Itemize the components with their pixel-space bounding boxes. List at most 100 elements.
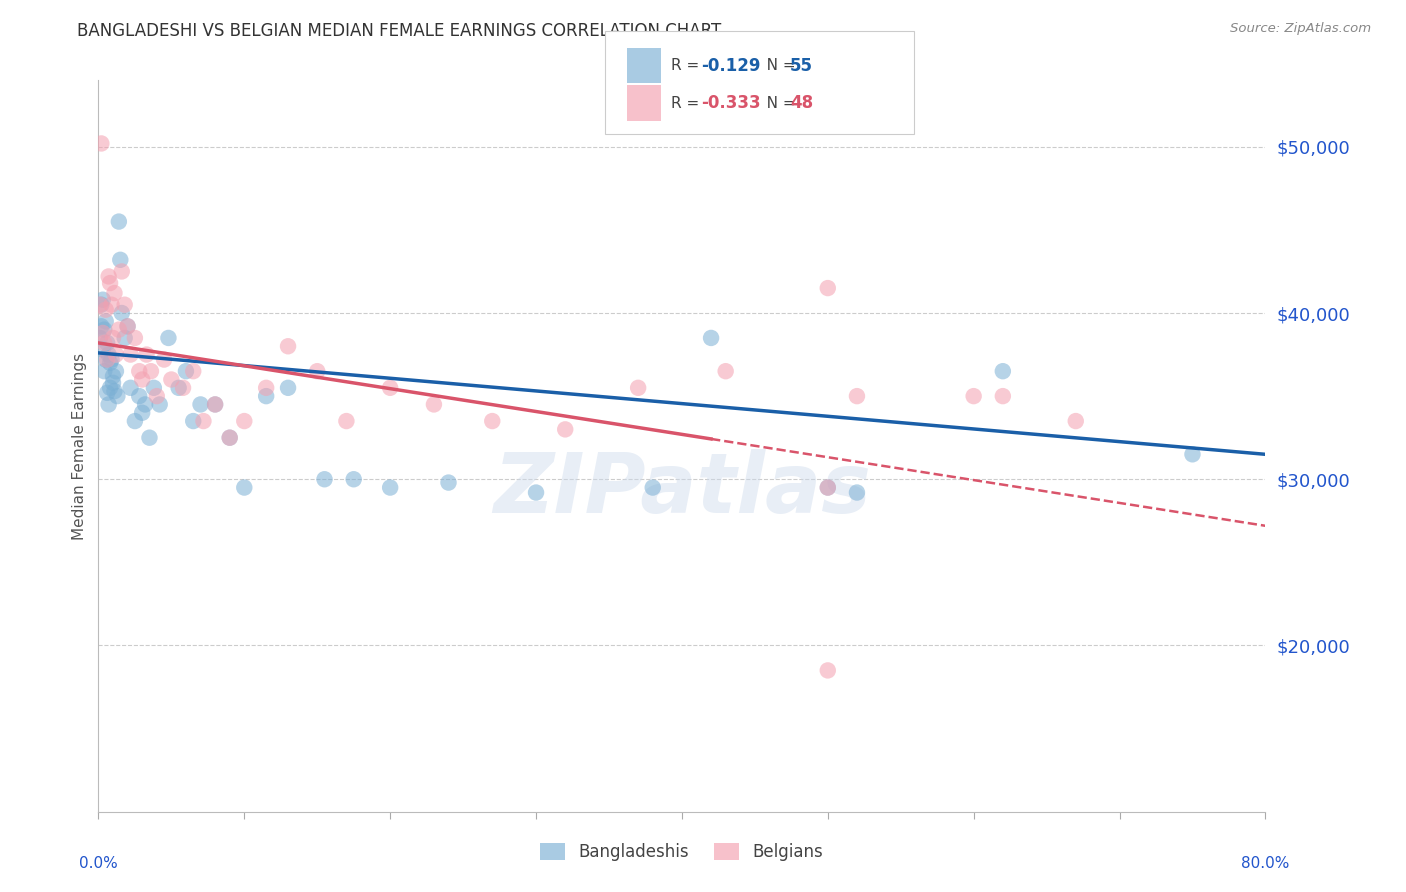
Point bbox=[108, 323, 131, 337]
Text: R =: R = bbox=[671, 95, 704, 111]
Point bbox=[93, 335, 115, 350]
Point bbox=[91, 326, 114, 340]
Point bbox=[254, 389, 277, 403]
Point bbox=[172, 381, 194, 395]
Text: R =: R = bbox=[671, 58, 704, 73]
Point bbox=[1181, 447, 1204, 461]
Point bbox=[97, 397, 120, 411]
Point bbox=[108, 214, 131, 228]
Point bbox=[89, 331, 111, 345]
Point bbox=[104, 348, 127, 362]
Point bbox=[98, 381, 121, 395]
Point bbox=[817, 481, 839, 495]
Text: BANGLADESHI VS BELGIAN MEDIAN FEMALE EARNINGS CORRELATION CHART: BANGLADESHI VS BELGIAN MEDIAN FEMALE EAR… bbox=[77, 22, 721, 40]
Point bbox=[139, 364, 162, 378]
Point bbox=[101, 331, 124, 345]
Point bbox=[846, 389, 869, 403]
Point bbox=[218, 431, 240, 445]
Text: N =: N = bbox=[752, 58, 800, 73]
Point bbox=[142, 381, 165, 395]
Point bbox=[314, 472, 336, 486]
Point bbox=[343, 472, 366, 486]
Point bbox=[700, 331, 723, 345]
Point bbox=[277, 381, 299, 395]
Point bbox=[114, 331, 136, 345]
Point bbox=[481, 414, 503, 428]
Point bbox=[817, 281, 839, 295]
Text: ZIPatlas: ZIPatlas bbox=[494, 450, 870, 531]
Point bbox=[117, 319, 139, 334]
Point bbox=[524, 485, 547, 500]
Point bbox=[134, 397, 156, 411]
Point bbox=[254, 381, 277, 395]
Point bbox=[96, 335, 118, 350]
Text: -0.333: -0.333 bbox=[702, 95, 761, 112]
Point bbox=[714, 364, 737, 378]
Point bbox=[335, 414, 357, 428]
Point bbox=[437, 475, 460, 490]
Point bbox=[962, 389, 984, 403]
Point bbox=[380, 481, 402, 495]
Y-axis label: Median Female Earnings: Median Female Earnings bbox=[72, 352, 87, 540]
Point bbox=[90, 319, 112, 334]
Point bbox=[160, 372, 183, 386]
Point bbox=[90, 136, 112, 151]
Point bbox=[817, 664, 839, 678]
Point bbox=[94, 352, 117, 367]
Point bbox=[100, 352, 122, 367]
Point bbox=[93, 364, 115, 378]
Point bbox=[233, 481, 256, 495]
Point bbox=[131, 372, 153, 386]
Point bbox=[641, 481, 664, 495]
Point bbox=[124, 414, 146, 428]
Point bbox=[96, 385, 118, 400]
Point bbox=[233, 414, 256, 428]
Point bbox=[1064, 414, 1087, 428]
Point bbox=[153, 352, 176, 367]
Point bbox=[554, 422, 576, 436]
Point bbox=[110, 252, 132, 267]
Point bbox=[103, 384, 125, 399]
Point bbox=[101, 376, 124, 390]
Text: 55: 55 bbox=[790, 57, 813, 75]
Text: 80.0%: 80.0% bbox=[1241, 855, 1289, 871]
Point bbox=[120, 348, 142, 362]
Point bbox=[91, 343, 114, 357]
Point bbox=[105, 389, 128, 403]
Legend: Bangladeshis, Belgians: Bangladeshis, Belgians bbox=[531, 834, 832, 869]
Point bbox=[89, 298, 111, 312]
Point bbox=[111, 306, 134, 320]
Point bbox=[190, 397, 212, 411]
Point bbox=[138, 431, 160, 445]
Point bbox=[111, 264, 134, 278]
Point bbox=[94, 302, 117, 317]
Point bbox=[131, 406, 153, 420]
Point bbox=[100, 298, 122, 312]
Point bbox=[128, 364, 150, 378]
Point bbox=[204, 397, 226, 411]
Point bbox=[97, 269, 120, 284]
Point bbox=[149, 397, 172, 411]
Point bbox=[124, 331, 146, 345]
Point bbox=[114, 298, 136, 312]
Point bbox=[117, 319, 139, 334]
Point bbox=[181, 364, 204, 378]
Point bbox=[96, 352, 118, 367]
Text: N =: N = bbox=[752, 95, 800, 111]
Point bbox=[101, 369, 124, 384]
Point bbox=[380, 381, 402, 395]
Point bbox=[146, 389, 169, 403]
Point bbox=[128, 389, 150, 403]
Point bbox=[93, 323, 115, 337]
Point bbox=[98, 276, 121, 290]
Point bbox=[98, 356, 121, 370]
Point bbox=[103, 286, 125, 301]
Text: 48: 48 bbox=[790, 95, 813, 112]
Text: 0.0%: 0.0% bbox=[79, 855, 118, 871]
Point bbox=[97, 348, 120, 362]
Point bbox=[277, 339, 299, 353]
Point bbox=[135, 348, 157, 362]
Point bbox=[423, 397, 446, 411]
Point bbox=[181, 414, 204, 428]
Point bbox=[193, 414, 215, 428]
